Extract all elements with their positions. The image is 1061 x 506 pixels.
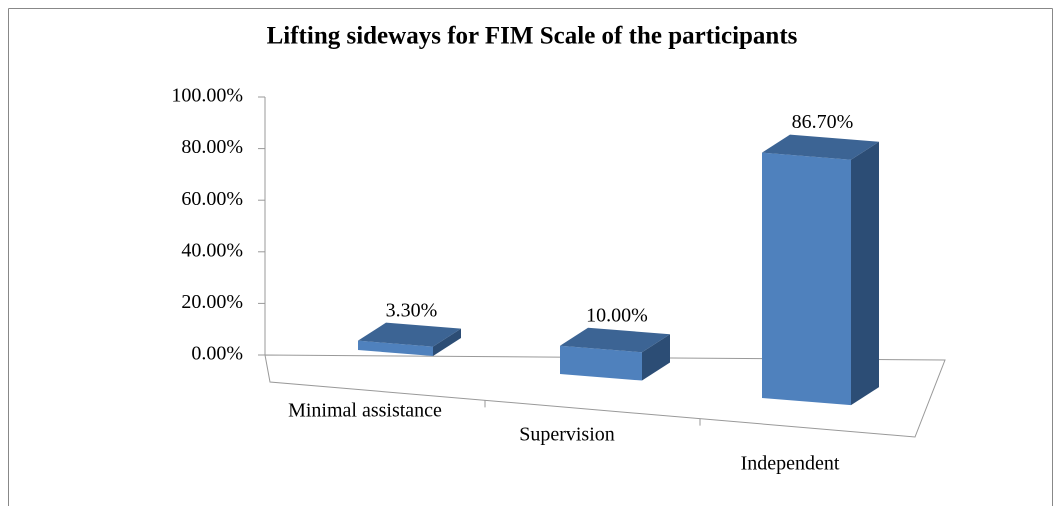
value-label: 10.00% [586,304,648,326]
y-tick-label: 0.00% [191,343,243,365]
bar-front [358,340,433,356]
y-tick-label: 40.00% [181,239,243,261]
y-tick-label: 100.00% [171,85,243,107]
y-tick-label: 60.00% [181,188,243,210]
value-label: 86.70% [792,111,854,133]
x-tick-label: Independent [741,453,840,475]
bar-side [642,334,670,381]
bar-top [762,134,879,160]
x-tick-label: Supervision [519,424,615,446]
x-tick-label: Minimal assistance [288,400,442,422]
floor [264,354,946,438]
bar-top [358,322,461,347]
bar-top [560,327,670,353]
bar-front [560,345,642,381]
bar-front [762,152,851,406]
frame [8,8,1053,506]
y-tick-label: 20.00% [181,291,243,313]
bar-side [851,141,879,406]
value-label: 3.30% [386,299,438,321]
chart-title: Lifting sideways for FIM Scale of the pa… [267,23,798,50]
bar-side [433,328,461,356]
y-tick-label: 80.00% [181,136,243,158]
